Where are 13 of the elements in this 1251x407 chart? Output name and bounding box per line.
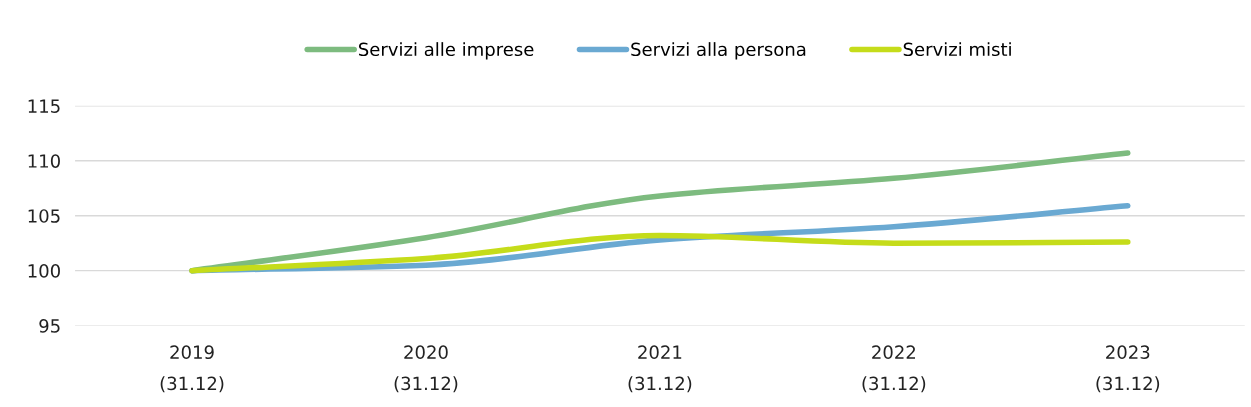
x-tick-label: 2022 (31.12) <box>862 345 926 393</box>
legend-label: Servizi alla persona <box>631 42 806 60</box>
x-tick-label: 2023 (31.12) <box>1096 345 1160 393</box>
x-tick-label: 2019 (31.12) <box>160 345 224 393</box>
y-tick-label: 110 <box>28 154 60 168</box>
legend-label: Servizi misti <box>903 42 1011 57</box>
x-tick-label: 2020 (31.12) <box>394 345 458 393</box>
y-tick-label: 115 <box>28 99 60 113</box>
legend-label: Servizi alle imprese <box>358 42 534 60</box>
y-tick-label: 95 <box>39 319 60 333</box>
y-tick-label: 105 <box>28 209 60 223</box>
y-tick-label: 100 <box>28 264 60 278</box>
x-tick-label: 2021 (31.12) <box>628 345 692 393</box>
